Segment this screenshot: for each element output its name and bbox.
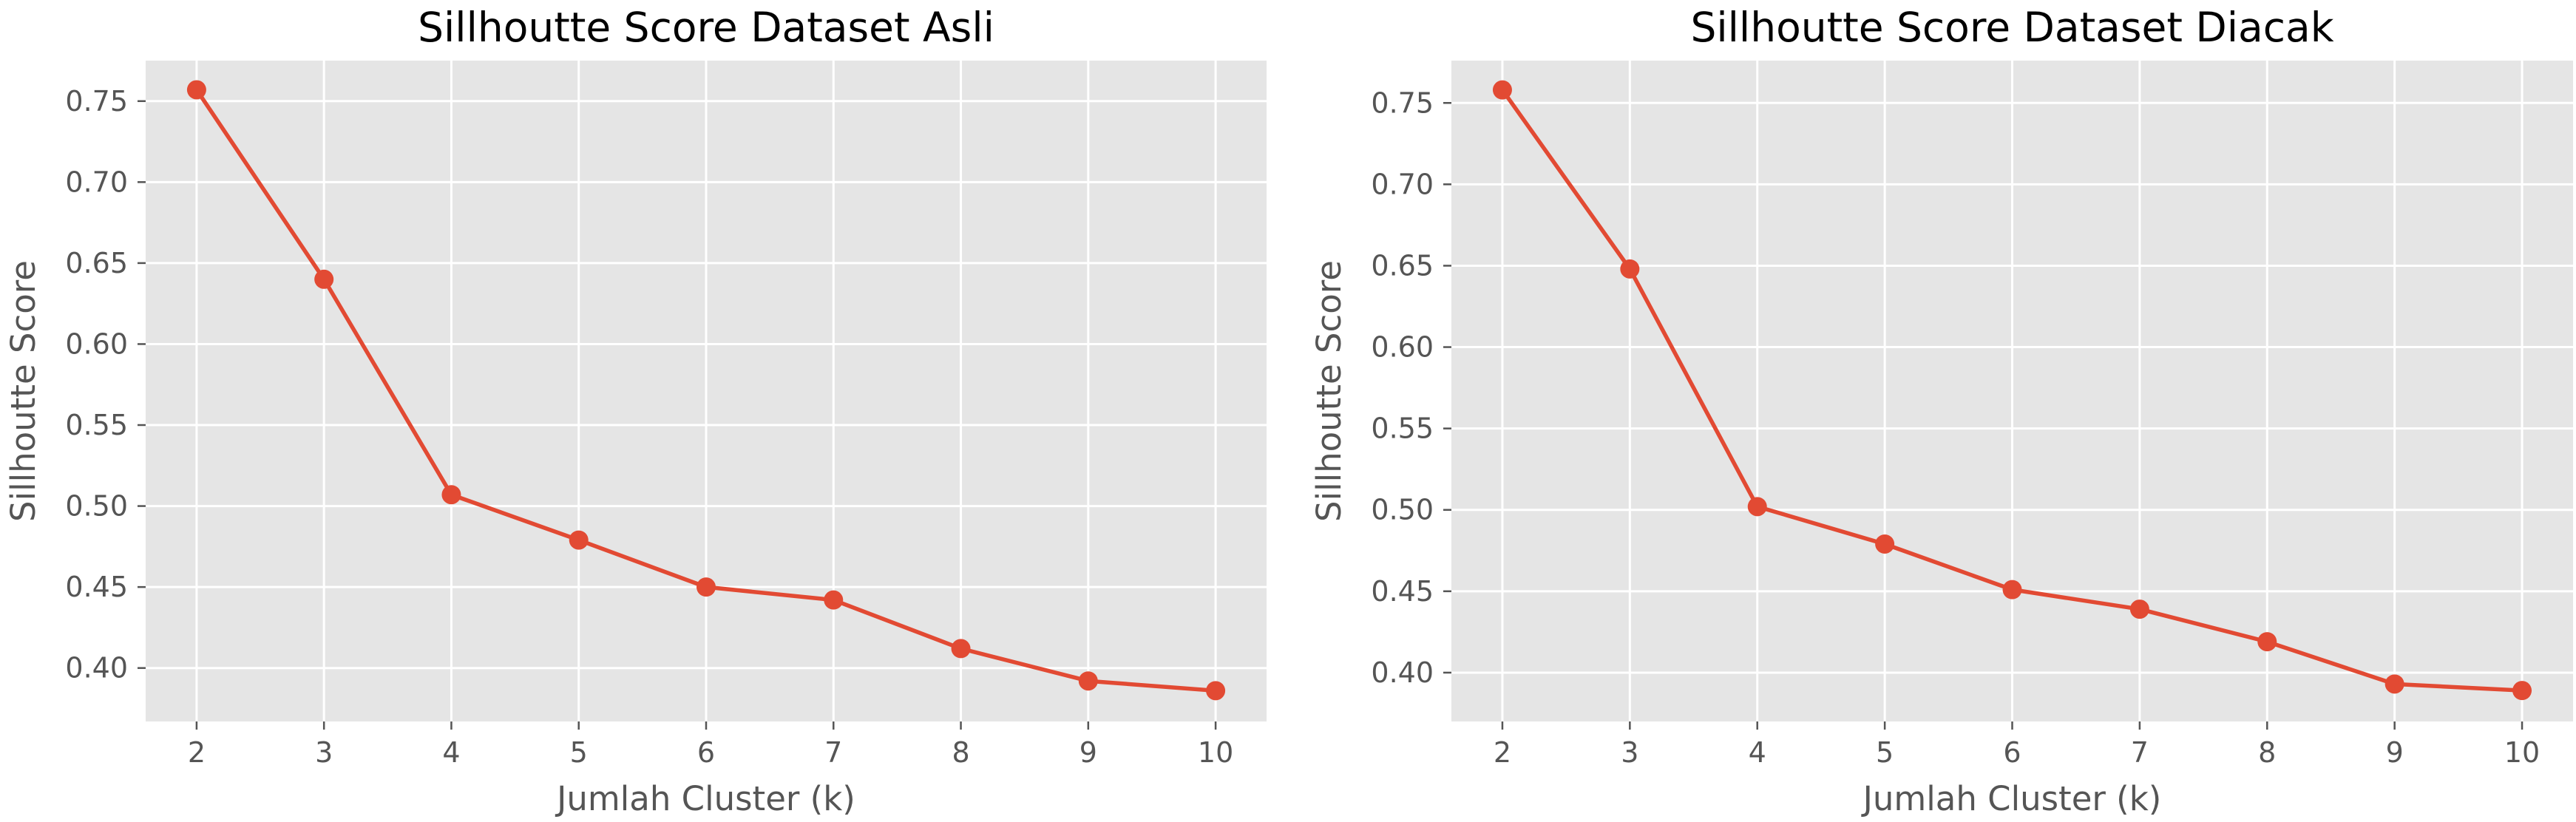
chart-panel-left: 2 3 4 5 6 7 8 9 10 0.40 0.45 0.50 0.55 0.60 0.65 0.70 0.…: [4, 4, 1267, 818]
y-tick-label: 0.40: [1371, 656, 1434, 689]
y-tick-label: 0.65: [65, 247, 128, 279]
x-tick-label: 8: [952, 736, 969, 769]
data-point: [1492, 80, 1512, 100]
x-axis-label: Jumlah Cluster (k): [1861, 779, 2162, 818]
tick-labels: 2 3 4 5 6 7 8 9 10 0.40 0.45 0.50 0.55 0.60 0.65 0.70 0.…: [65, 85, 1233, 769]
data-point: [2385, 674, 2404, 694]
x-tick-label: 4: [442, 736, 460, 769]
x-tick-label: 4: [1749, 736, 1766, 769]
data-point: [1875, 534, 1895, 554]
data-point: [2002, 580, 2022, 599]
chart-panel-right: 2 3 4 5 6 7 8 9 10 0.40 0.45 0.50 0.55 0.60 0.65 0.70 0.…: [1309, 4, 2573, 818]
y-tick-label: 0.55: [65, 409, 128, 441]
data-point: [1206, 681, 1226, 701]
data-point: [186, 80, 206, 100]
data-point: [1620, 259, 1640, 279]
y-tick-label: 0.60: [65, 327, 128, 360]
x-axis-label: Jumlah Cluster (k): [555, 779, 855, 818]
x-tick-label: 3: [315, 736, 333, 769]
y-tick-label: 0.45: [1371, 575, 1434, 608]
data-series: [186, 80, 1226, 701]
y-tick-label: 0.70: [65, 166, 128, 198]
chart-title: Sillhoutte Score Dataset Asli: [418, 4, 994, 51]
data-point: [2512, 681, 2532, 701]
y-axis-label: Sillhoutte Score: [4, 260, 43, 522]
data-point: [824, 590, 844, 610]
data-point: [1747, 497, 1767, 517]
data-point: [2257, 632, 2277, 652]
y-axis-label: Sillhoutte Score: [1309, 260, 1349, 522]
x-tick-label: 2: [188, 736, 206, 769]
data-point: [314, 269, 334, 289]
y-tick-label: 0.50: [65, 490, 128, 523]
y-tick-label: 0.60: [1371, 331, 1434, 364]
gridlines: [1451, 61, 2573, 721]
tick-labels: 2 3 4 5 6 7 8 9 10 0.40 0.45 0.50 0.55 0.60 0.65 0.70 0.…: [1371, 86, 2540, 769]
x-tick-label: 6: [2003, 736, 2021, 769]
x-tick-label: 3: [1621, 736, 1638, 769]
x-tick-label: 10: [1198, 736, 1233, 769]
y-tick-label: 0.75: [65, 85, 128, 118]
data-point: [1078, 671, 1098, 691]
data-point: [441, 485, 461, 505]
data-point: [2129, 599, 2149, 619]
x-tick-label: 5: [1876, 736, 1894, 769]
y-tick-label: 0.70: [1371, 168, 1434, 200]
chart-title: Sillhoutte Score Dataset Diacak: [1690, 4, 2333, 51]
data-point: [696, 577, 716, 597]
y-tick-label: 0.40: [65, 652, 128, 685]
y-tick-label: 0.75: [1371, 86, 1434, 119]
y-tick-label: 0.55: [1371, 412, 1434, 445]
x-tick-label: 9: [1079, 736, 1097, 769]
y-tick-label: 0.50: [1371, 494, 1434, 526]
x-tick-label: 5: [570, 736, 588, 769]
data-series: [1492, 80, 2532, 701]
x-tick-label: 10: [2504, 736, 2540, 769]
data-point: [951, 639, 971, 659]
x-tick-label: 6: [697, 736, 715, 769]
y-tick-label: 0.45: [65, 571, 128, 603]
x-tick-label: 8: [2258, 736, 2276, 769]
x-tick-label: 9: [2386, 736, 2404, 769]
x-tick-label: 2: [1494, 736, 1511, 769]
y-tick-label: 0.65: [1371, 249, 1434, 282]
data-point: [569, 530, 589, 550]
x-tick-label: 7: [824, 736, 842, 769]
x-tick-label: 7: [2131, 736, 2149, 769]
